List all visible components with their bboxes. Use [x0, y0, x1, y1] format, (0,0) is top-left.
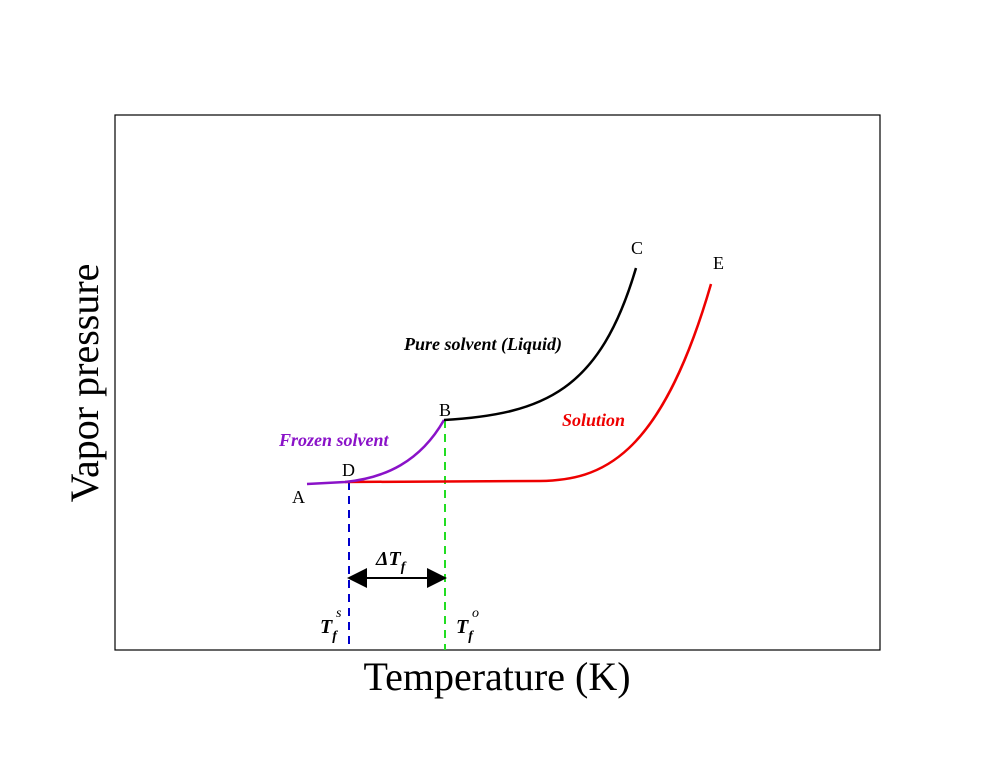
x-axis-title: Temperature (K) — [363, 654, 630, 699]
point-label-a: A — [292, 487, 305, 507]
y-axis-title: Vapor pressure — [62, 264, 107, 503]
delta-tf-symbol: ΔT — [375, 548, 402, 570]
frozen-solvent-label: Frozen solvent — [278, 430, 390, 450]
solution-label: Solution — [562, 410, 625, 430]
plot-frame — [114, 114, 881, 651]
tf-solution-subscript: f — [332, 629, 338, 644]
pure-solvent-curve — [443, 267, 638, 422]
delta-tf-label: ΔTf — [375, 548, 407, 575]
point-label-e: E — [713, 253, 724, 273]
point-label-d: D — [342, 460, 355, 480]
tf-solution-superscript: s — [336, 606, 342, 621]
delta-tf-subscript: f — [401, 560, 407, 575]
tf-solution-label: Tf — [320, 616, 338, 644]
tf-pure-subscript: f — [468, 629, 474, 644]
point-label-b: B — [439, 400, 451, 420]
tf-solution-symbol: T — [320, 616, 333, 638]
tf-pure-label: Tf — [456, 616, 474, 644]
pure-solvent-label: Pure solvent (Liquid) — [403, 334, 562, 355]
solution-curve — [344, 283, 713, 484]
frozen-solvent-curve — [306, 419, 446, 486]
tf-pure-symbol: T — [456, 616, 469, 638]
tf-pure-superscript: o — [472, 606, 479, 621]
point-label-c: C — [631, 238, 643, 258]
